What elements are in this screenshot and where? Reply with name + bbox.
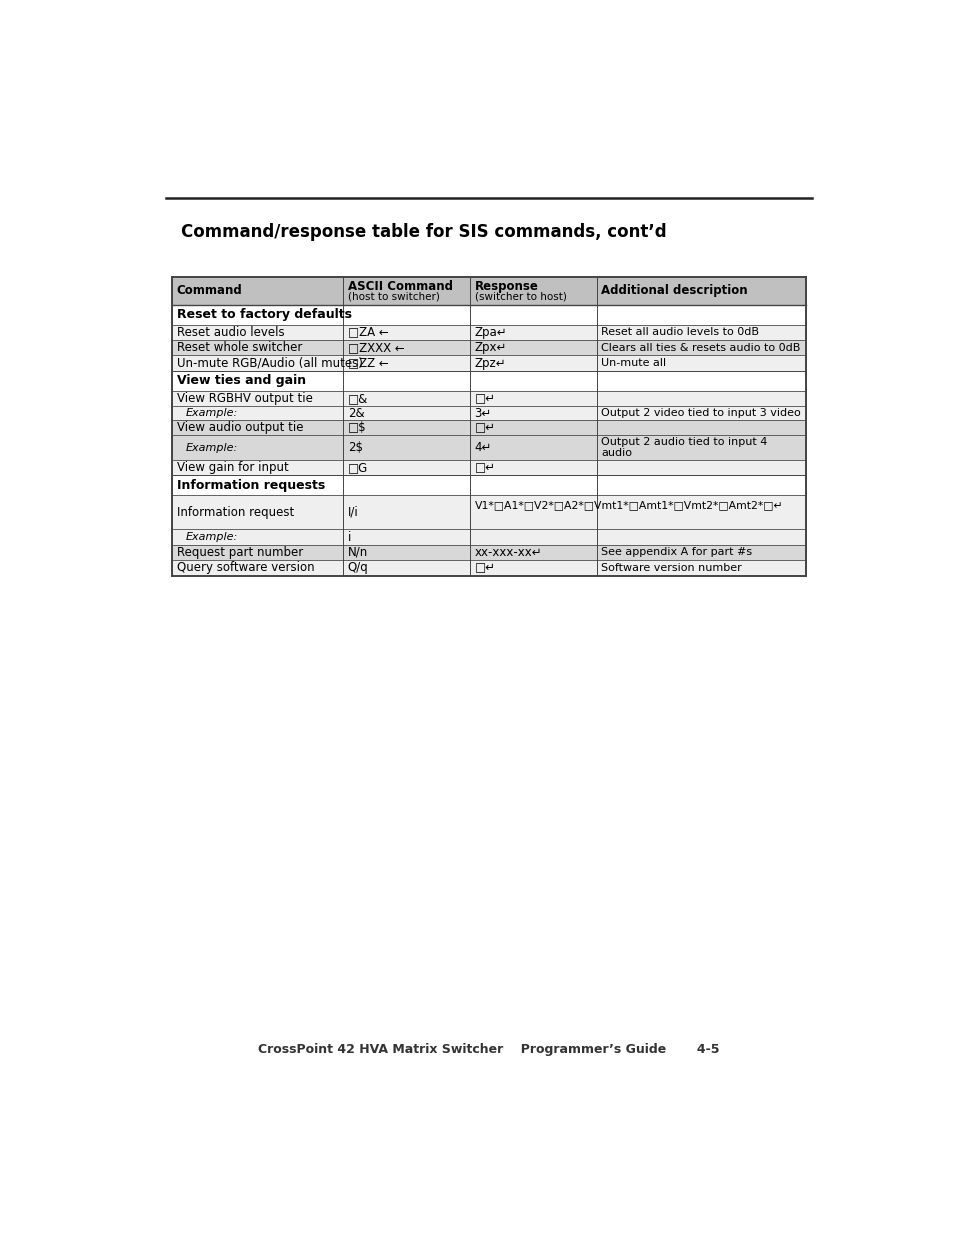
Text: (host to switcher): (host to switcher) xyxy=(348,291,439,301)
Bar xyxy=(172,406,805,420)
Bar xyxy=(172,356,805,370)
Text: I/i: I/i xyxy=(348,506,358,519)
Bar xyxy=(172,461,805,475)
Text: □↵: □↵ xyxy=(474,461,495,474)
Text: Response: Response xyxy=(474,280,537,293)
Text: □↵: □↵ xyxy=(474,421,495,435)
Bar xyxy=(172,370,805,390)
Text: Example:: Example: xyxy=(186,442,238,453)
Text: Command: Command xyxy=(176,284,242,298)
Text: Software version number: Software version number xyxy=(600,563,741,573)
Text: 4↵: 4↵ xyxy=(474,441,492,454)
Text: 2$: 2$ xyxy=(348,441,362,454)
Bar xyxy=(172,475,805,495)
Text: Q/q: Q/q xyxy=(348,562,368,574)
Text: □&: □& xyxy=(348,391,368,405)
Text: □G: □G xyxy=(348,461,368,474)
Text: Information requests: Information requests xyxy=(176,479,325,492)
Bar xyxy=(172,561,805,576)
Text: Output 2 audio tied to input 4: Output 2 audio tied to input 4 xyxy=(600,437,767,447)
Text: N/n: N/n xyxy=(348,546,368,559)
Text: Additional description: Additional description xyxy=(600,284,747,298)
Text: audio: audio xyxy=(600,448,632,458)
Text: □$: □$ xyxy=(348,421,366,435)
Text: Clears all ties & resets audio to 0dB: Clears all ties & resets audio to 0dB xyxy=(600,342,800,353)
Text: Request part number: Request part number xyxy=(176,546,302,559)
Text: Reset all audio levels to 0dB: Reset all audio levels to 0dB xyxy=(600,327,759,337)
Text: (switcher to host): (switcher to host) xyxy=(474,291,566,301)
Text: Zpa↵: Zpa↵ xyxy=(474,326,507,338)
Text: □ZA ←: □ZA ← xyxy=(348,326,388,338)
Bar xyxy=(172,305,805,325)
Text: Zpx↵: Zpx↵ xyxy=(474,341,506,354)
Text: xx-xxx-xx↵: xx-xxx-xx↵ xyxy=(474,546,541,559)
Text: □↵: □↵ xyxy=(474,391,495,405)
Text: Example:: Example: xyxy=(186,408,238,419)
Text: Reset whole switcher: Reset whole switcher xyxy=(176,341,302,354)
Text: V1*□A1*□V2*□A2*□Vmt1*□Amt1*□Vmt2*□Amt2*□↵: V1*□A1*□V2*□A2*□Vmt1*□Amt1*□Vmt2*□Amt2*□… xyxy=(474,500,782,510)
Text: CrossPoint 42 HVA Matrix Switcher    Programmer’s Guide       4-5: CrossPoint 42 HVA Matrix Switcher Progra… xyxy=(258,1042,719,1056)
Text: Query software version: Query software version xyxy=(176,562,314,574)
Text: i: i xyxy=(348,531,351,543)
Text: □↵: □↵ xyxy=(474,562,495,574)
Text: Un-mute RGB/Audio (all mutes): Un-mute RGB/Audio (all mutes) xyxy=(176,357,362,369)
Text: Information request: Information request xyxy=(176,506,294,519)
Bar xyxy=(172,340,805,356)
Bar xyxy=(172,495,805,530)
Text: Example:: Example: xyxy=(186,532,238,542)
Text: View audio output tie: View audio output tie xyxy=(176,421,303,435)
Bar xyxy=(172,390,805,406)
Bar xyxy=(172,325,805,340)
Text: Un-mute all: Un-mute all xyxy=(600,358,666,368)
Text: Command/response table for SIS commands, cont’d: Command/response table for SIS commands,… xyxy=(181,222,666,241)
Text: Reset audio levels: Reset audio levels xyxy=(176,326,284,338)
Bar xyxy=(172,420,805,436)
Text: Reset to factory defaults: Reset to factory defaults xyxy=(176,308,352,321)
Text: View ties and gain: View ties and gain xyxy=(176,374,305,388)
Text: Output 2 video tied to input 3 video: Output 2 video tied to input 3 video xyxy=(600,408,801,419)
Text: 3↵: 3↵ xyxy=(474,406,492,420)
Text: View RGBHV output tie: View RGBHV output tie xyxy=(176,391,313,405)
Text: See appendix A for part #s: See appendix A for part #s xyxy=(600,547,752,557)
Text: □ZZ ←: □ZZ ← xyxy=(348,357,388,369)
Text: ASCII Command: ASCII Command xyxy=(348,280,453,293)
Text: View gain for input: View gain for input xyxy=(176,461,288,474)
Bar xyxy=(172,530,805,545)
Bar xyxy=(172,545,805,561)
Text: □ZXXX ←: □ZXXX ← xyxy=(348,341,404,354)
Bar xyxy=(172,436,805,461)
Bar xyxy=(172,277,805,305)
Text: Zpz↵: Zpz↵ xyxy=(474,357,506,369)
Text: 2&: 2& xyxy=(348,406,364,420)
